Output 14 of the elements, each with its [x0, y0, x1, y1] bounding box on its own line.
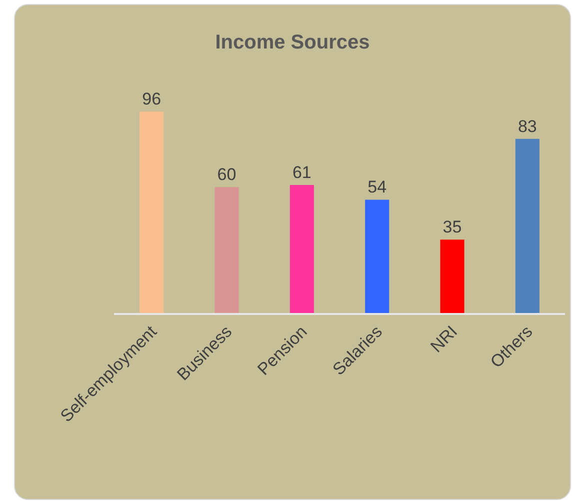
bar	[440, 240, 464, 313]
bar	[290, 185, 314, 313]
data-label: 54	[368, 178, 387, 197]
x-tick-label: NRI	[426, 322, 462, 356]
bar	[365, 200, 390, 313]
data-label: 61	[292, 163, 312, 182]
bar	[515, 138, 540, 313]
chart-title: Income Sources	[215, 32, 370, 54]
data-label: 35	[442, 218, 462, 237]
bar	[140, 112, 164, 313]
data-label: 83	[518, 116, 537, 136]
data-label: 60	[217, 165, 236, 184]
bar	[214, 187, 239, 313]
data-label: 96	[142, 90, 162, 109]
